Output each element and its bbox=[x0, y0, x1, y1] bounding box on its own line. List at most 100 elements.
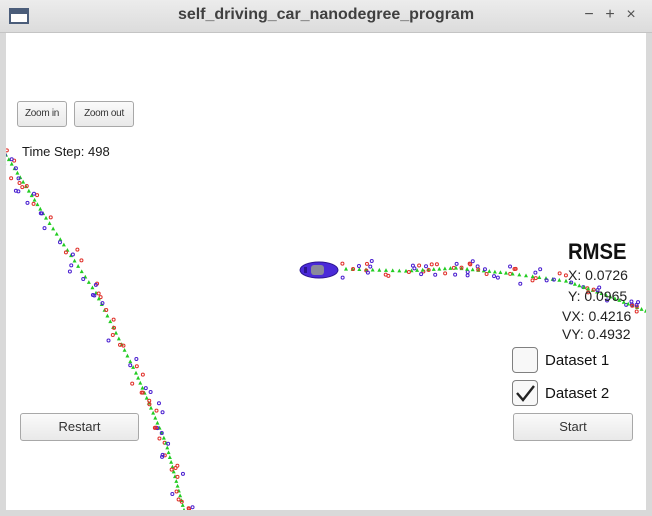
ground-truth-marker bbox=[617, 298, 622, 302]
ground-truth-marker bbox=[377, 267, 382, 272]
ground-truth-marker bbox=[572, 281, 577, 286]
ground-truth-marker bbox=[6, 157, 11, 162]
ground-truth-marker bbox=[431, 267, 436, 271]
radar-marker bbox=[538, 267, 543, 272]
rmse-title: RMSE bbox=[568, 239, 627, 264]
lidar-marker bbox=[174, 489, 179, 494]
ground-truth-marker bbox=[140, 385, 145, 390]
ground-truth-marker bbox=[470, 267, 475, 272]
radar-marker bbox=[16, 189, 21, 194]
ground-truth-marker bbox=[608, 294, 613, 299]
ground-truth-marker bbox=[178, 493, 183, 498]
radar-marker bbox=[544, 278, 549, 283]
ground-truth-marker bbox=[169, 459, 174, 464]
ground-truth-marker bbox=[454, 265, 458, 270]
lidar-marker bbox=[173, 465, 178, 470]
radar-marker bbox=[365, 270, 370, 275]
title-bar: self_driving_car_nanodegree_program − + … bbox=[0, 0, 652, 33]
lidar-marker bbox=[35, 193, 40, 198]
lidar-marker bbox=[63, 250, 68, 255]
ground-truth-marker bbox=[442, 266, 447, 271]
ground-truth-marker bbox=[138, 380, 143, 385]
radar-marker bbox=[634, 302, 639, 307]
radar-marker bbox=[143, 386, 148, 391]
lidar-marker bbox=[563, 273, 568, 278]
app-icon bbox=[9, 8, 29, 24]
ground-truth-marker bbox=[510, 271, 515, 276]
radar-marker bbox=[492, 274, 497, 279]
radar-marker bbox=[340, 275, 345, 280]
dataset-2-label: Dataset 2 bbox=[545, 385, 610, 402]
ground-truth-marker bbox=[9, 161, 14, 166]
dataset-1-checkbox[interactable] bbox=[512, 347, 538, 373]
lidar-marker bbox=[48, 215, 53, 220]
radar-marker bbox=[69, 263, 74, 268]
radar-marker bbox=[57, 240, 62, 245]
ground-truth-marker bbox=[128, 359, 133, 364]
ground-truth-marker bbox=[537, 275, 542, 280]
ground-truth-marker bbox=[58, 237, 63, 242]
lidar-marker bbox=[426, 268, 431, 273]
maximize-icon[interactable]: + bbox=[605, 6, 615, 23]
radar-marker bbox=[38, 211, 43, 216]
restart-button[interactable]: Restart bbox=[20, 413, 139, 441]
radar-marker bbox=[482, 267, 487, 272]
radar-marker bbox=[518, 281, 523, 286]
zoom-in-button[interactable]: Zoom in bbox=[17, 101, 67, 127]
ground-truth-marker bbox=[144, 395, 149, 400]
lidar-marker bbox=[147, 402, 152, 407]
simulation-canvas[interactable]: Zoom in Zoom out Time Step: 498 RMSE X: … bbox=[6, 33, 646, 510]
ground-truth-marker bbox=[344, 266, 348, 271]
lidar-marker bbox=[104, 307, 109, 312]
radar-marker bbox=[170, 491, 175, 496]
radar-marker bbox=[180, 471, 185, 476]
ground-truth-marker bbox=[125, 353, 130, 358]
radar-marker bbox=[368, 264, 373, 269]
radar-marker bbox=[156, 401, 161, 406]
dataset-2-checkbox[interactable] bbox=[512, 380, 538, 406]
lidar-marker bbox=[557, 271, 562, 276]
ground-truth-marker bbox=[161, 435, 166, 440]
ground-truth-marker bbox=[15, 170, 20, 175]
ground-truth-marker bbox=[131, 365, 136, 369]
radar-marker bbox=[605, 298, 610, 303]
close-icon[interactable]: × bbox=[626, 6, 636, 23]
minimize-icon[interactable]: − bbox=[584, 6, 594, 23]
dataset-1-label: Dataset 1 bbox=[545, 352, 610, 369]
radar-marker bbox=[155, 426, 160, 431]
ground-truth-marker bbox=[639, 307, 644, 311]
lidar-marker bbox=[476, 267, 481, 272]
radar-marker bbox=[369, 258, 374, 263]
lidar-marker bbox=[429, 262, 434, 267]
lidar-marker bbox=[112, 325, 117, 330]
radar-marker bbox=[160, 454, 165, 459]
ground-truth-marker bbox=[153, 415, 158, 420]
radar-marker bbox=[100, 301, 105, 306]
radar-marker bbox=[16, 176, 21, 181]
ground-truth-marker bbox=[180, 503, 185, 507]
ground-truth-marker bbox=[149, 405, 153, 410]
lidar-marker bbox=[484, 271, 489, 276]
ground-truth-marker bbox=[604, 292, 608, 297]
zoom-out-button[interactable]: Zoom out bbox=[74, 101, 134, 127]
radar-marker bbox=[356, 264, 361, 269]
radar-marker bbox=[81, 277, 86, 282]
lidar-marker bbox=[467, 261, 472, 266]
ground-truth-marker bbox=[370, 267, 375, 272]
lidar-marker bbox=[31, 201, 36, 206]
ground-truth-marker bbox=[114, 330, 118, 335]
ground-truth-marker bbox=[182, 507, 186, 510]
lidar-marker bbox=[9, 176, 14, 181]
start-button[interactable]: Start bbox=[513, 413, 633, 441]
ground-truth-marker bbox=[151, 410, 156, 415]
lidar-marker bbox=[351, 266, 356, 271]
radar-marker bbox=[454, 261, 459, 266]
radar-marker bbox=[629, 299, 634, 304]
ground-truth-marker bbox=[38, 206, 43, 211]
radar-marker bbox=[551, 277, 556, 282]
ground-truth-marker bbox=[44, 215, 48, 220]
lidar-marker bbox=[176, 497, 181, 502]
radar-marker bbox=[67, 269, 72, 274]
lidar-marker bbox=[111, 317, 116, 322]
ground-truth-marker bbox=[90, 285, 95, 290]
